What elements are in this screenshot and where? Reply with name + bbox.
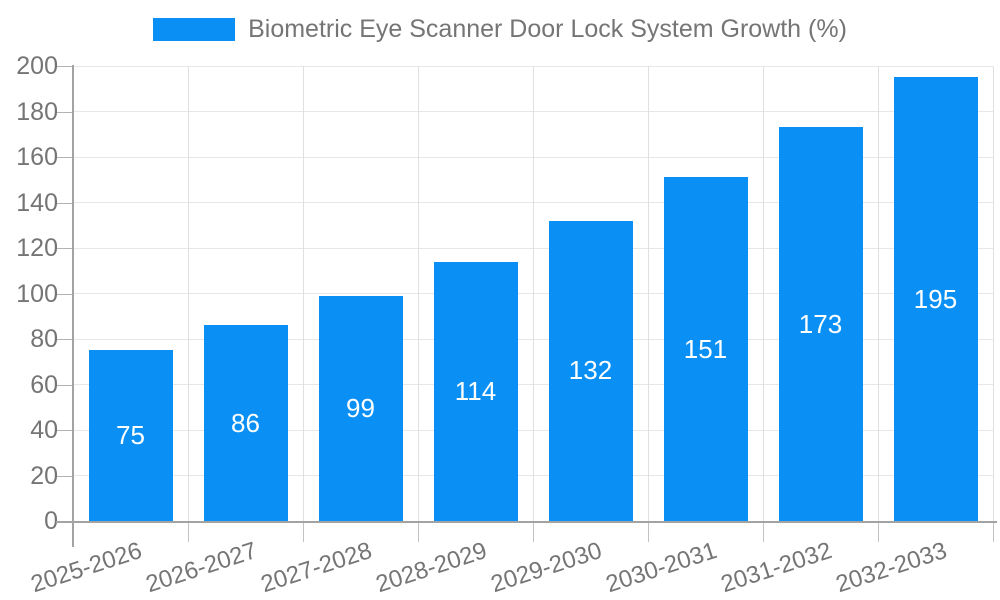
x-tick-label: 2031-2032	[717, 537, 835, 599]
y-tick-label: 100	[16, 279, 58, 308]
bar-value-label: 75	[116, 420, 145, 451]
y-axis-tick	[56, 293, 72, 295]
x-axis-tick	[762, 523, 764, 542]
x-tick-label: 2027-2028	[257, 537, 375, 599]
y-axis-tick	[56, 248, 72, 249]
x-axis-line	[56, 521, 997, 523]
gridline-vertical	[647, 66, 649, 521]
x-tick-label: 2030-2031	[602, 537, 720, 599]
x-axis-tick	[302, 523, 304, 542]
bar	[433, 261, 518, 521]
bar-value-label: 151	[683, 333, 728, 364]
y-tick-label: 40	[30, 416, 58, 444]
y-tick-label: 80	[30, 325, 58, 353]
y-tick-label: 140	[16, 188, 58, 217]
bar-value-label: 132	[568, 355, 613, 386]
gridline-vertical	[877, 66, 879, 521]
y-axis-tick	[56, 157, 72, 158]
bar	[548, 220, 633, 521]
bar	[203, 325, 288, 521]
y-axis-tick	[56, 430, 72, 431]
y-tick-label: 60	[30, 370, 58, 399]
x-axis-tick	[877, 523, 879, 542]
bar-value-label: 86	[231, 407, 260, 438]
y-tick-label: 0	[44, 507, 58, 535]
x-axis-tick	[187, 523, 189, 542]
legend-label: Biometric Eye Scanner Door Lock System G…	[248, 15, 847, 43]
bar-value-label: 114	[454, 375, 497, 406]
gridline-vertical	[187, 66, 189, 521]
bar-value-label: 173	[798, 308, 843, 339]
y-axis-tick	[56, 384, 72, 386]
bar	[318, 295, 403, 521]
y-tick-label: 180	[16, 97, 58, 126]
y-axis-tick	[56, 111, 72, 113]
x-tick-label: 2029-2030	[487, 537, 605, 599]
gridline-vertical	[532, 66, 534, 521]
y-axis-tick	[56, 339, 72, 340]
x-axis-tick	[647, 523, 649, 542]
y-axis-tick	[56, 475, 72, 477]
gridline-vertical	[417, 66, 419, 521]
bar-value-label: 195	[913, 283, 958, 314]
y-axis-tick	[56, 66, 72, 67]
bar	[778, 127, 863, 521]
y-tick-label: 200	[16, 52, 58, 80]
y-axis-line	[72, 65, 74, 547]
chart-legend: Biometric Eye Scanner Door Lock System G…	[0, 15, 1000, 44]
gridline-vertical	[302, 66, 304, 521]
bar-value-label: 99	[346, 392, 375, 423]
x-tick-label: 2028-2029	[372, 537, 490, 599]
gridline-vertical	[762, 66, 764, 521]
x-tick-label: 2032-2033	[832, 537, 950, 599]
gridline-vertical	[992, 66, 994, 521]
x-tick-label: 2025-2026	[27, 537, 145, 599]
y-tick-label: 160	[16, 143, 58, 171]
bar	[88, 350, 173, 521]
y-tick-label: 120	[16, 234, 58, 262]
x-axis-tick	[992, 523, 994, 542]
y-tick-label: 20	[30, 461, 58, 490]
x-axis-tick	[532, 523, 534, 542]
x-tick-label: 2026-2027	[142, 537, 260, 599]
y-axis-tick	[56, 202, 72, 204]
bar	[663, 177, 748, 521]
legend-swatch	[153, 18, 236, 41]
bar	[893, 77, 978, 521]
x-axis-tick	[417, 523, 419, 542]
